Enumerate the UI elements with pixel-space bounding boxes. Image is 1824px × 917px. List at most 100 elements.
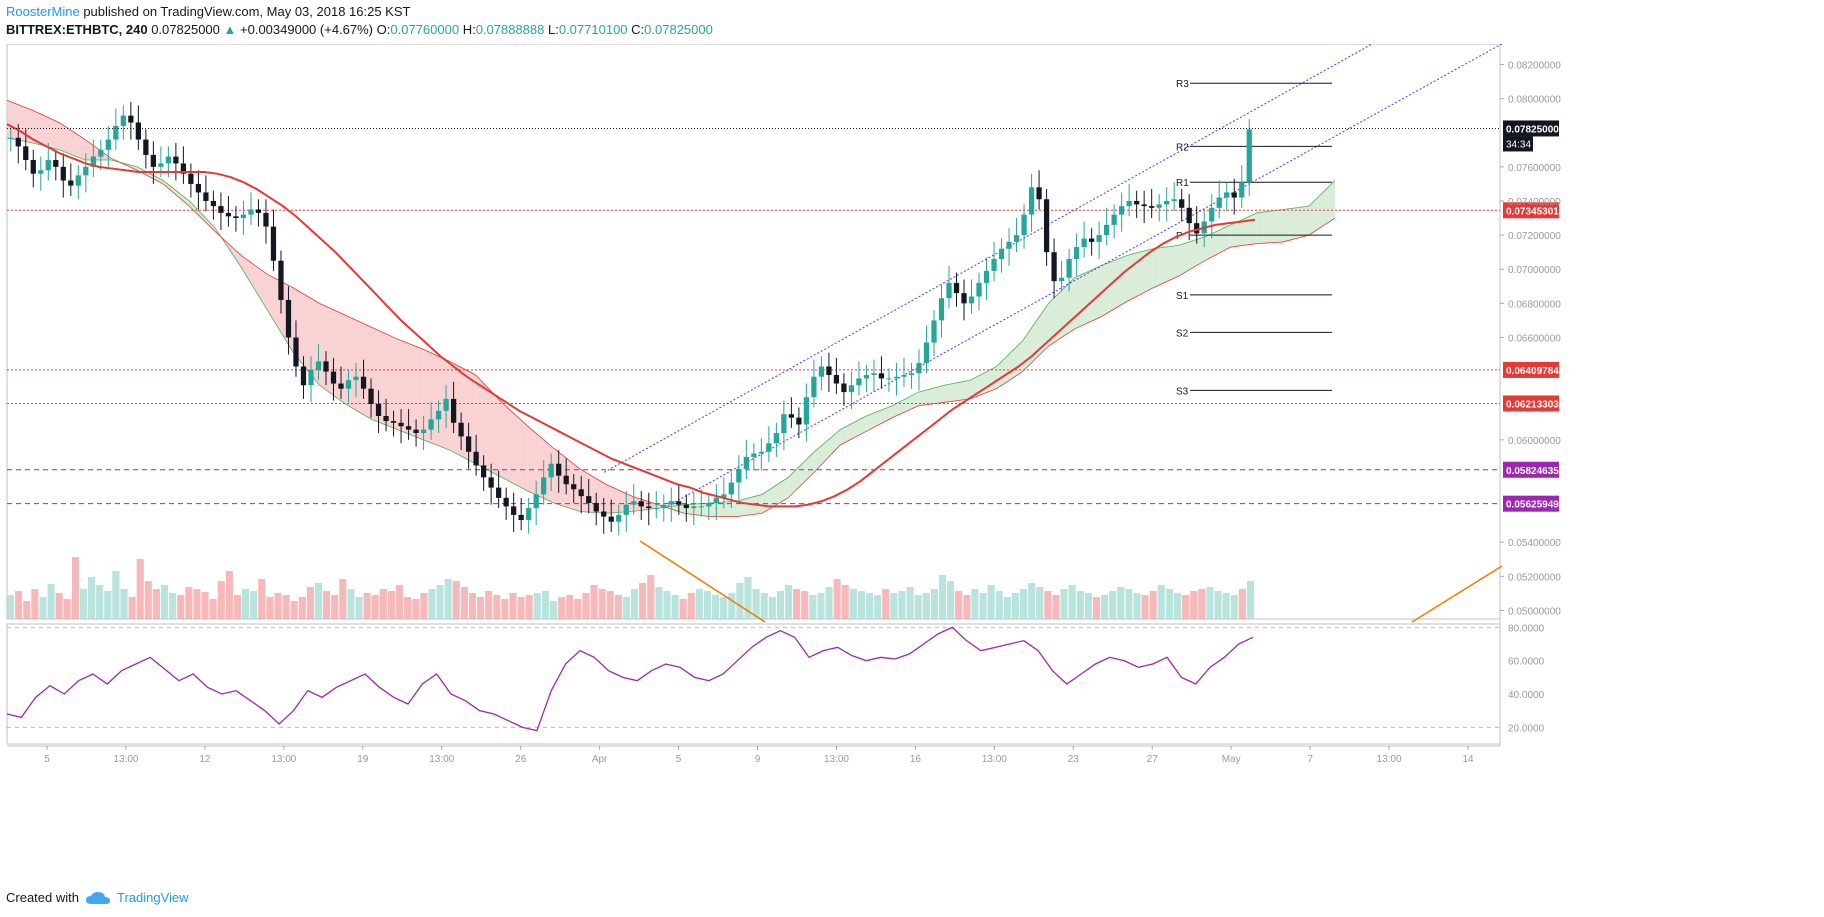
volume-bar <box>768 597 776 619</box>
volume-bar <box>614 595 622 619</box>
candle-body <box>653 508 659 510</box>
volume-bar <box>1084 593 1092 619</box>
rsi-axis-label: 20.0000 <box>1508 723 1545 734</box>
candle-body <box>90 156 96 167</box>
candle-body <box>1126 200 1132 207</box>
volume-bar <box>412 599 420 619</box>
volume-bar <box>655 587 663 619</box>
candle-body <box>143 139 149 155</box>
candle-body <box>353 376 359 381</box>
volume-bar <box>671 595 679 619</box>
candle-body <box>631 501 637 505</box>
volume-bar <box>104 591 112 619</box>
candle-body <box>736 468 742 483</box>
candle-body <box>255 209 262 213</box>
volume-bar <box>817 593 825 619</box>
candle-body <box>698 506 704 508</box>
candle-body <box>1231 192 1237 198</box>
volume-bar <box>31 589 39 619</box>
volume-bar <box>849 589 857 619</box>
candle-body <box>1239 182 1245 198</box>
candle-body <box>173 156 179 164</box>
candle-body <box>923 342 930 364</box>
candle-body <box>128 115 134 123</box>
volume-bar <box>1011 593 1019 619</box>
candle-body <box>961 293 967 304</box>
volume-bar <box>631 589 639 619</box>
candle-body <box>345 380 352 389</box>
volume-bar <box>663 591 671 619</box>
candle-body <box>150 154 156 167</box>
candle-body <box>908 373 915 376</box>
candle-body <box>556 463 562 476</box>
candle-body <box>383 415 389 422</box>
volume-bar <box>242 589 250 619</box>
ichimoku-cloud-segment <box>241 255 268 311</box>
pivot-level-label: R3 <box>1176 79 1189 90</box>
price-axis-label: 0.06600000 <box>1508 333 1561 344</box>
volume-bar <box>331 595 339 619</box>
volume-bar <box>833 579 841 619</box>
candle-body <box>45 160 51 171</box>
ichimoku-cloud-segment <box>397 339 424 440</box>
candle-body <box>428 419 434 430</box>
volume-bar <box>995 591 1003 619</box>
volume-bar <box>250 591 258 619</box>
ascending-trendline <box>1411 565 1503 623</box>
trend-channel-line <box>603 44 1374 473</box>
candle-body <box>818 366 825 377</box>
tradingview-brand-link[interactable]: TradingView <box>116 890 189 905</box>
volume-bar <box>63 599 71 619</box>
candle-body <box>278 260 284 300</box>
moving-average-line <box>6 123 1256 508</box>
candle-body <box>758 451 764 454</box>
candle-body <box>195 183 202 193</box>
candle-body <box>105 139 111 150</box>
volume-bar <box>979 593 987 619</box>
high-value: 0.07888888 <box>475 22 545 37</box>
volume-bar <box>1060 589 1068 619</box>
volume-bar <box>1044 591 1052 619</box>
candle-body <box>1104 224 1110 236</box>
volume-bar <box>193 589 201 619</box>
candle-body <box>188 173 194 184</box>
candle-body <box>83 166 89 176</box>
candle-body <box>1164 200 1170 205</box>
ichimoku-cloud-segment <box>1022 303 1049 372</box>
volume-bar <box>857 591 866 619</box>
volume-bar <box>882 589 890 619</box>
author-link[interactable]: RoosterMine <box>6 4 80 19</box>
volume-bar <box>274 593 282 619</box>
candle-body <box>458 422 464 437</box>
volume-bar <box>1092 597 1101 619</box>
candle-body <box>1209 207 1215 222</box>
volume-bar <box>509 593 517 619</box>
candle-body <box>541 477 547 495</box>
candle-body <box>53 160 59 167</box>
publication-line: RoosterMine published on TradingView.com… <box>6 4 410 19</box>
close-label: C: <box>631 22 645 37</box>
price-chart[interactable]: 0.07345301 0.06409784 0.06213303 0.05824635… <box>0 44 1824 884</box>
rsi-line <box>6 626 1254 732</box>
volume-bar <box>501 599 509 619</box>
candle-body <box>488 477 494 488</box>
candle-body <box>601 511 607 517</box>
candle-body <box>991 258 997 271</box>
candle-body <box>38 170 44 174</box>
time-axis-label: 13:00 <box>271 754 296 765</box>
candle-body <box>533 494 539 509</box>
candle-body <box>511 506 517 515</box>
ichimoku-cloud-segment <box>1126 248 1153 302</box>
candle-body <box>901 375 907 377</box>
candle-body <box>938 298 945 321</box>
low-value: 0.07710100 <box>558 22 628 37</box>
volume-bar <box>558 597 566 619</box>
price-axis-label: 0.07600000 <box>1508 163 1561 174</box>
candle-body <box>285 299 292 338</box>
price-axis-label: 0.07000000 <box>1508 265 1561 276</box>
candle-body <box>225 212 232 217</box>
candle-body <box>413 429 419 434</box>
volume-bar <box>1230 595 1238 619</box>
volume-bar <box>1182 595 1190 619</box>
volume-bar <box>395 585 404 619</box>
